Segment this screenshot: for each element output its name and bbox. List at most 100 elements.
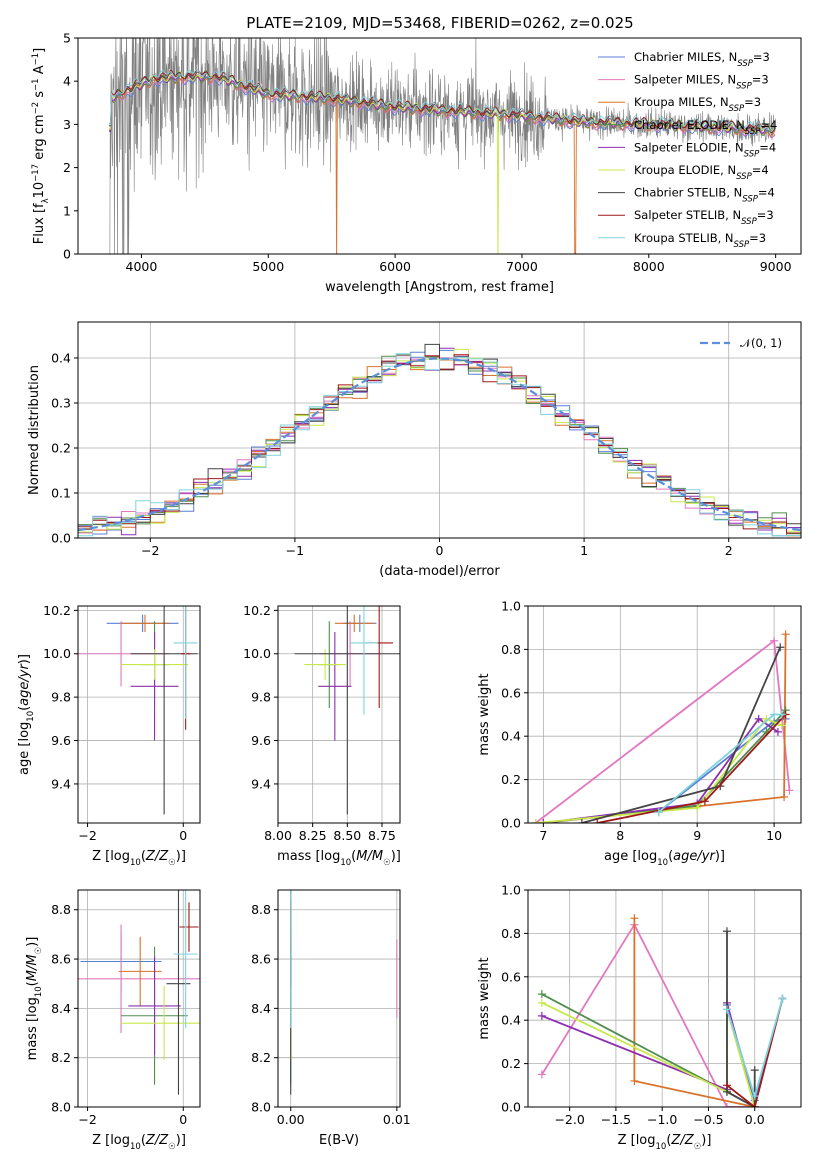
x-tick-label: 0 bbox=[436, 543, 444, 558]
y-tick-label: 8.6 bbox=[251, 952, 271, 967]
x-tick-label: 9000 bbox=[760, 259, 792, 274]
panel-mass-vs-Z: −2 0 8.0 8.2 8.4 8.6 8.8 Z [log10(Z/Z☉)] mass [l… bbox=[25, 889, 201, 1152]
weight-marker bbox=[776, 643, 785, 652]
weight-marker bbox=[777, 721, 786, 730]
y-tick-label: 9.8 bbox=[51, 690, 71, 705]
axes-frame bbox=[527, 889, 802, 1108]
y-tick-label: 0.4 bbox=[501, 729, 521, 744]
y-tick-label: 9.4 bbox=[51, 776, 71, 791]
weight-marker bbox=[754, 714, 763, 723]
x-tick-label: 8 bbox=[616, 828, 624, 843]
x-tick-label: −1.0 bbox=[647, 1112, 677, 1127]
weight-line-1 bbox=[535, 639, 791, 823]
x-tick-label: 8.75 bbox=[368, 828, 396, 843]
x-tick-label: 1 bbox=[580, 543, 588, 558]
errorbar-8 bbox=[350, 606, 378, 715]
plot-area bbox=[108, 38, 776, 254]
y-axis-label: Normed distribution bbox=[27, 365, 42, 495]
weight-line-2 bbox=[543, 634, 787, 823]
errorbar-5 bbox=[304, 649, 346, 680]
x-tick-label: 7000 bbox=[506, 259, 538, 274]
y-tick-label: 10.0 bbox=[43, 646, 71, 661]
y-tick-label: 0.2 bbox=[501, 1056, 521, 1071]
x-tick-label: −0.5 bbox=[693, 1112, 723, 1127]
model-spectrum-5 bbox=[108, 70, 776, 254]
histogram-8 bbox=[78, 353, 801, 537]
y-tick-label: 10.0 bbox=[243, 646, 271, 661]
x-axis-label: E(B-V) bbox=[319, 1133, 359, 1148]
y-tick-label: 9.8 bbox=[251, 690, 271, 705]
axes-frame bbox=[77, 889, 201, 1108]
x-tick-label: 6000 bbox=[379, 259, 411, 274]
errorbar-2 bbox=[334, 614, 374, 633]
legend-label-8: Kroupa STELIB, NSSP=3 bbox=[634, 231, 766, 250]
weight-marker bbox=[537, 998, 546, 1007]
axes-frame bbox=[277, 889, 401, 1108]
y-tick-label: 8.2 bbox=[251, 1050, 271, 1065]
plot-area bbox=[78, 343, 801, 537]
legend-label-2: Kroupa MILES, NSSP=3 bbox=[634, 95, 761, 114]
weight-marker bbox=[700, 797, 709, 806]
errorbar-4 bbox=[318, 632, 352, 741]
panel-spectrum: 4000 5000 6000 7000 8000 9000 0 1 2 3 4 5 wavelength… bbox=[31, 31, 802, 295]
y-axis-label: mass weight bbox=[477, 957, 492, 1039]
y-tick-label: 0.4 bbox=[501, 1013, 521, 1028]
weight-marker bbox=[777, 710, 786, 719]
model-spectrum-6 bbox=[108, 70, 776, 133]
legend-normal-label: 𝒩(0, 1) bbox=[740, 336, 782, 350]
x-axis-label: Z [log10(Z/Z☉)] bbox=[92, 1133, 186, 1152]
legend-label-3: Chabrier ELODIE, NSSP=4 bbox=[634, 118, 777, 137]
weight-line-5 bbox=[541, 1001, 756, 1107]
normal-curve bbox=[78, 357, 801, 532]
x-tick-label: 10 bbox=[766, 828, 782, 843]
axes-frame bbox=[277, 605, 401, 824]
y-tick-label: 0.6 bbox=[501, 969, 521, 984]
weight-marker bbox=[539, 819, 548, 823]
weight-marker bbox=[750, 1103, 759, 1107]
panel-age-vs-mass: 8.00 8.25 8.50 8.75 9.4 9.6 9.8 10.0 10.2 mass [l… bbox=[243, 603, 401, 868]
panel-massweight-vs-Z: −2.0 −1.5 −1.0 −0.5 0.0 0.0 0.2 0.4 0.6 0.8 1.0 Z [… bbox=[477, 883, 802, 1152]
errorbar-6 bbox=[294, 606, 400, 815]
weight-marker bbox=[537, 1070, 546, 1079]
x-tick-label: 8.50 bbox=[333, 828, 361, 843]
y-tick-label: 10.2 bbox=[43, 603, 71, 618]
panel-mass-vs-ebv: 0.00 0.01 8.0 8.2 8.4 8.6 8.8 E(B-V) bbox=[251, 889, 411, 1148]
weight-marker bbox=[693, 803, 702, 812]
x-tick-label: 0.01 bbox=[383, 1112, 411, 1127]
plot-area bbox=[78, 606, 198, 815]
weight-line-5 bbox=[535, 717, 783, 823]
model-spectrum-7 bbox=[108, 69, 776, 133]
y-tick-label: 1.0 bbox=[501, 599, 521, 614]
plot-area bbox=[290, 890, 398, 1095]
errorbar-5 bbox=[121, 986, 200, 1061]
x-tick-label: −2 bbox=[141, 543, 159, 558]
weight-marker bbox=[722, 927, 731, 936]
panel-residual-histogram: −2 −1 0 1 2 0.0 0.1 0.2 0.3 0.4 (data-model)/error… bbox=[27, 321, 802, 579]
y-tick-label: 0.3 bbox=[51, 396, 71, 411]
y-tick-label: 0.8 bbox=[501, 926, 521, 941]
y-tick-label: 0.0 bbox=[501, 1100, 521, 1115]
x-tick-label: 8.00 bbox=[264, 828, 292, 843]
plot-area bbox=[531, 630, 794, 823]
weight-marker bbox=[716, 782, 725, 791]
y-tick-label: 1.0 bbox=[501, 883, 521, 898]
plot-area bbox=[78, 890, 200, 1095]
model-spectrum-8 bbox=[108, 68, 776, 132]
x-tick-label: 5000 bbox=[252, 259, 284, 274]
y-tick-label: 0.8 bbox=[501, 642, 521, 657]
legend-label-7: Salpeter STELIB, NSSP=3 bbox=[634, 208, 774, 227]
errorbar-1 bbox=[78, 924, 200, 1034]
weight-marker bbox=[630, 1076, 639, 1085]
plot-area bbox=[537, 914, 787, 1107]
x-tick-label: 9 bbox=[693, 828, 701, 843]
legend-label-5: Kroupa ELODIE, NSSP=4 bbox=[634, 163, 769, 182]
y-tick-label: 0.4 bbox=[51, 351, 71, 366]
x-tick-label: −2.0 bbox=[554, 1112, 584, 1127]
legend-label-1: Salpeter MILES, NSSP=3 bbox=[634, 73, 769, 92]
x-tick-label: 0.0 bbox=[745, 1112, 765, 1127]
x-tick-label: −1.5 bbox=[601, 1112, 631, 1127]
x-tick-label: −1 bbox=[286, 543, 304, 558]
y-tick-label: 8.0 bbox=[251, 1100, 271, 1115]
weight-marker bbox=[770, 710, 779, 719]
